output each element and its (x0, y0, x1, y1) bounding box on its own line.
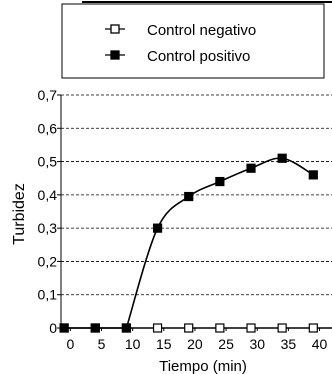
point-1-6 (246, 163, 256, 173)
y-tick-label-5: 0,5 (38, 154, 58, 170)
x-tick-label-1: 5 (98, 336, 106, 352)
legend-marker-filled-square (110, 50, 120, 60)
point-1-7 (277, 153, 287, 163)
legend-label-control-negativo: Control negativo (147, 22, 256, 39)
y-tick-label-1: 0,1 (38, 287, 58, 303)
y-tick-label-3: 0,3 (38, 220, 58, 236)
x-tick-label-5: 25 (218, 336, 234, 352)
point-0-8 (308, 323, 318, 333)
legend: Control negativo Control positivo (61, 3, 325, 79)
x-tick-label-3: 15 (156, 336, 172, 352)
series-1 (59, 153, 318, 333)
x-tick-label-4: 20 (187, 336, 203, 352)
point-1-3 (152, 223, 163, 233)
x-tick-label-0: 0 (66, 336, 74, 352)
series-layer (59, 153, 332, 333)
legend-entry-1: Control positivo (105, 48, 250, 65)
point-1-0 (59, 323, 69, 333)
point-0-3 (152, 323, 163, 333)
point-0-5 (215, 323, 225, 333)
y-tick-label-7: 0,7 (38, 87, 58, 103)
legend-marker-open-square (110, 24, 120, 34)
x-tick-label-6: 30 (249, 336, 265, 352)
y-tick-label-6: 0,6 (38, 120, 58, 136)
y-tick-labels: 0 0,1 0,2 0,3 0,4 0,5 0,6 0,7 (38, 87, 58, 336)
legend-label-control-positivo: Control positivo (147, 48, 250, 65)
point-0-7 (277, 323, 287, 333)
x-axis-title: Tiempo (min) (159, 358, 247, 374)
x-tick-label-8: 40 (312, 336, 328, 352)
axes (57, 94, 332, 331)
x-tick-labels: 0 5 10 15 20 25 30 35 40 (66, 336, 327, 352)
point-1-1 (90, 323, 100, 333)
point-0-6 (246, 323, 256, 333)
point-1-8 (308, 170, 318, 180)
x-tick-label-2: 10 (125, 336, 141, 352)
x-tick-label-7: 35 (281, 336, 297, 352)
y-tick-label-2: 0,2 (38, 253, 58, 269)
gridlines (61, 94, 332, 296)
y-tick-label-4: 0,4 (38, 187, 58, 203)
point-1-4 (184, 191, 194, 202)
point-1-2 (121, 323, 132, 333)
legend-entry-0: Control negativo (105, 22, 256, 39)
point-1-5 (215, 176, 225, 187)
series-line-1 (64, 157, 314, 329)
y-axis-title: Turbidez (11, 183, 28, 245)
legend-box (61, 3, 325, 79)
y-tick-label-0: 0 (49, 320, 57, 336)
point-0-4 (184, 323, 194, 333)
